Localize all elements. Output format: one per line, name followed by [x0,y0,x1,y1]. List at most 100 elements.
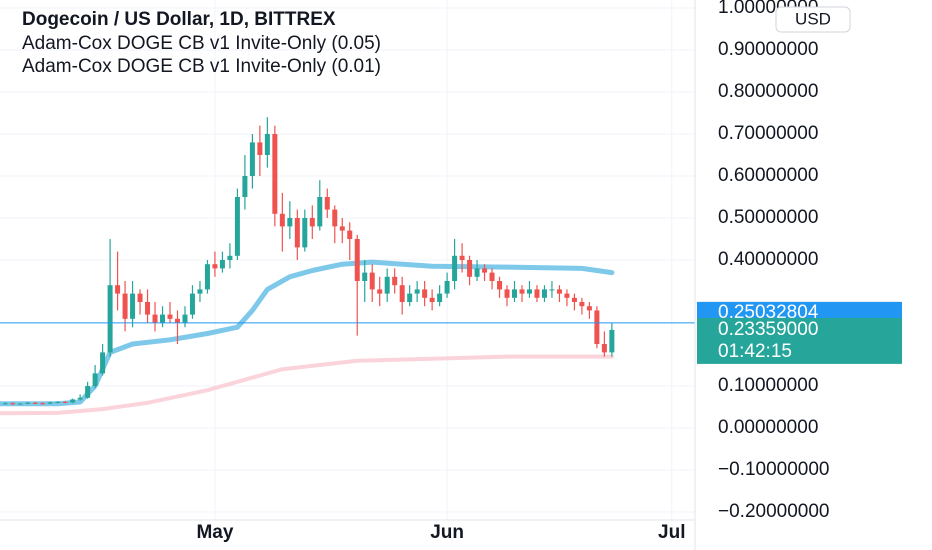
candle-body [324,196,330,210]
y-tick-label: 0.80000000 [718,81,818,102]
candle-body [257,142,263,155]
currency-label[interactable]: USD [795,9,831,28]
candle-body [489,272,495,282]
y-tick-label: −0.10000000 [718,459,829,480]
candle-body [85,386,91,398]
candle-body [332,209,338,227]
candle-body [534,289,540,298]
y-tick-label: 0.40000000 [718,249,818,270]
candle-body [182,314,188,324]
candle-body [369,272,375,290]
candle-body [579,302,585,307]
legend-entry: Adam-Cox DOGE CB v1 Invite-Only (0.01) [22,56,381,77]
candle-body [107,285,113,353]
candle-body [70,399,76,403]
candle-body [407,293,413,303]
candle-body [115,285,121,294]
candle-body [130,293,136,319]
candle-body [279,213,285,227]
candle-body [594,310,600,345]
candle-body [467,260,473,277]
candle-body [339,226,345,231]
x-tick-label: May [196,522,233,543]
candle-body [17,403,23,405]
candle-body [459,255,465,260]
candle-body [586,306,592,311]
y-tick-label: −0.20000000 [718,501,829,522]
candle-body [174,318,180,324]
candle-body [62,401,68,403]
candle-body [137,293,143,303]
candle-body [377,289,383,294]
candle-body [444,281,450,294]
candle-body [294,217,300,248]
x-tick-label: Jul [658,522,685,543]
candle-body [249,142,255,176]
candle-body [504,289,510,298]
candle-body [422,289,428,298]
candle-body [10,403,16,405]
candle-body [519,289,525,294]
indicator-line [0,354,614,416]
candle-body [77,397,83,400]
candle-body [160,314,166,324]
candle-body [309,217,315,227]
candle-body [145,302,151,315]
candle-body [452,255,458,282]
candle-body [564,293,570,298]
countdown: 01:42:15 [718,341,792,362]
candle-body [2,403,8,405]
candle-body [122,293,128,319]
candle-body [212,264,218,269]
candle-body [571,297,577,303]
candle-body [219,260,225,269]
candle-body [189,293,195,315]
price-line-label: 0.25032804 [718,302,819,323]
candle-body [549,289,555,291]
candle-body [227,255,233,260]
candle-body [474,268,480,277]
candle-body [541,289,547,298]
candle-body [347,230,353,239]
last-price-label: 0.23359000 [718,319,818,340]
currency-button[interactable] [775,6,851,33]
candle-body [25,402,31,404]
candle-body [354,238,360,282]
legend-entry: Adam-Cox DOGE CB v1 Invite-Only (0.05) [22,33,381,54]
chart-title: Dogecoin / US Dollar, 1D, BITTREX [22,9,336,30]
candle-body [92,373,98,387]
candle-body [100,352,106,374]
y-tick-label: 0.50000000 [718,207,818,228]
candle-body [482,268,488,273]
candle-body [264,133,270,155]
candle-body [384,276,390,294]
candle-body [287,217,293,227]
candle-body [272,133,278,214]
candle-body [392,276,398,286]
candle-body [437,293,443,303]
candle-body [47,402,53,404]
candle-body [497,281,503,290]
candle-body [234,196,240,256]
candle-body [556,289,562,294]
candle-body [40,403,46,405]
candle-body [609,329,615,353]
candle-body [302,217,308,248]
last-price-box [697,317,902,364]
candle-body [512,289,518,298]
candle-body [204,264,210,290]
candle-body [242,175,248,197]
y-tick-label: 0.90000000 [718,39,818,60]
candle-body [55,401,61,403]
candle-body [152,314,158,324]
y-tick-label: 0.60000000 [718,165,818,186]
candle-body [526,289,532,294]
candle-body [197,289,203,294]
y-tick-label: 0.70000000 [718,123,818,144]
candle-body [399,285,405,303]
candle-body [362,272,368,282]
candle-body [601,344,607,353]
y-tick-label: 0.00000000 [718,417,818,438]
candle-body [414,289,420,294]
